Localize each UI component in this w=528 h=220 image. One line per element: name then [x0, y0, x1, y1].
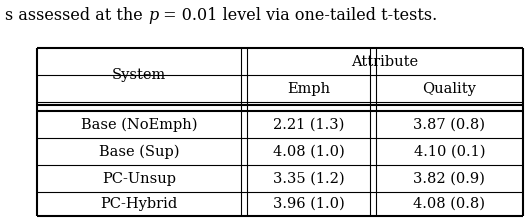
- Text: p: p: [148, 7, 158, 24]
- Text: PC-Unsup: PC-Unsup: [102, 172, 176, 185]
- Text: 4.08 (0.8): 4.08 (0.8): [413, 197, 485, 211]
- Text: 3.96 (1.0): 3.96 (1.0): [272, 197, 344, 211]
- Text: 2.21 (1.3): 2.21 (1.3): [273, 118, 344, 132]
- Text: PC-Hybrid: PC-Hybrid: [100, 197, 177, 211]
- Text: 4.08 (1.0): 4.08 (1.0): [272, 145, 344, 159]
- Text: Base (NoEmph): Base (NoEmph): [81, 117, 197, 132]
- Text: Quality: Quality: [422, 82, 476, 96]
- Text: Attribute: Attribute: [352, 55, 419, 69]
- Text: 3.82 (0.9): 3.82 (0.9): [413, 172, 485, 185]
- Text: Emph: Emph: [287, 82, 330, 96]
- Text: 4.10 (0.1): 4.10 (0.1): [413, 145, 485, 159]
- Text: = 0.01 level via one-tailed t-tests.: = 0.01 level via one-tailed t-tests.: [158, 7, 438, 24]
- Text: s assessed at the: s assessed at the: [5, 7, 148, 24]
- Text: 3.87 (0.8): 3.87 (0.8): [413, 118, 485, 132]
- Text: Base (Sup): Base (Sup): [99, 144, 179, 159]
- Text: System: System: [112, 68, 166, 82]
- Text: 3.35 (1.2): 3.35 (1.2): [272, 172, 344, 185]
